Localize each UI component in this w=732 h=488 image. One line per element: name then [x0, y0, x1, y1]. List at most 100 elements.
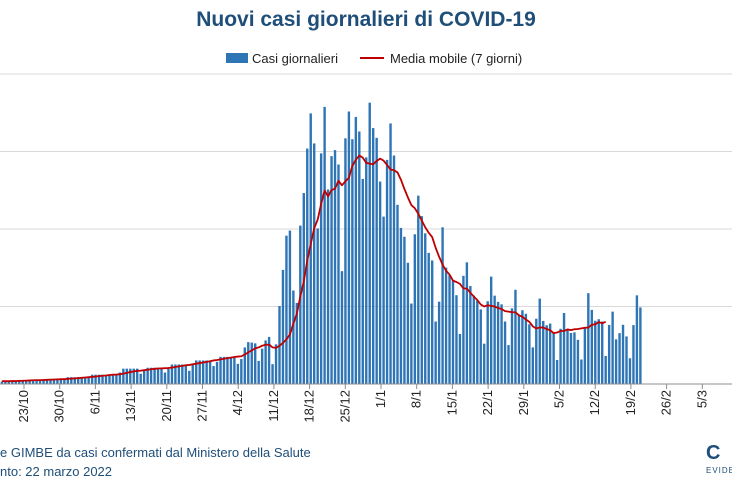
- bar: [274, 344, 278, 384]
- bar: [569, 333, 573, 384]
- x-tick-label: 12/2: [587, 390, 602, 415]
- bar: [535, 318, 538, 384]
- bar: [35, 380, 38, 385]
- bar: [424, 233, 427, 384]
- bar: [479, 309, 482, 384]
- bar: [496, 301, 500, 384]
- bar: [101, 374, 104, 384]
- bar: [250, 342, 253, 384]
- bar: [489, 276, 493, 384]
- legend-swatch-line: [359, 57, 384, 59]
- bar: [288, 230, 292, 384]
- bar: [361, 178, 364, 384]
- x-tick-label: 23/10: [16, 390, 31, 423]
- bar: [618, 333, 621, 384]
- bar: [156, 367, 160, 384]
- x-tick-label: 26/2: [659, 390, 674, 415]
- bar: [309, 113, 312, 385]
- bar: [493, 295, 496, 384]
- x-tick-label: 11/12: [266, 390, 281, 422]
- bar: [632, 325, 635, 384]
- bar: [594, 320, 597, 384]
- bar: [434, 321, 437, 384]
- bar: [597, 319, 600, 384]
- bar: [576, 339, 580, 384]
- bar: [24, 380, 28, 385]
- bar: [465, 262, 469, 384]
- bar: [548, 323, 552, 384]
- bar: [142, 370, 146, 384]
- bar: [243, 347, 246, 384]
- bar: [219, 356, 222, 385]
- bar: [66, 377, 70, 384]
- bar: [97, 374, 101, 384]
- bar: [392, 155, 396, 384]
- brand-logo: C EVIDEN: [702, 440, 732, 480]
- legend-label-line: Media mobile (7 giorni): [389, 50, 523, 66]
- bar: [375, 137, 378, 384]
- bar: [198, 360, 201, 384]
- bar: [611, 311, 614, 384]
- bar: [215, 361, 219, 384]
- bar: [552, 333, 555, 384]
- bar: [56, 379, 59, 384]
- bar: [271, 364, 274, 384]
- bar: [21, 380, 24, 384]
- bar: [323, 106, 326, 385]
- bar: [340, 271, 344, 384]
- chart-title: Nuovi casi giornalieri di COVID-19: [196, 8, 536, 31]
- x-tick-label: 15/1: [444, 390, 459, 415]
- bar: [132, 368, 135, 384]
- bar: [462, 275, 465, 384]
- bar: [115, 374, 118, 384]
- x-tick-label: 22/1: [480, 390, 495, 415]
- bar: [417, 195, 420, 384]
- bar: [458, 333, 462, 384]
- brand-mark: C: [706, 442, 721, 464]
- bar: [545, 325, 548, 384]
- bar: [83, 377, 87, 384]
- bar: [437, 301, 441, 384]
- bar: [333, 150, 337, 384]
- bar: [77, 377, 80, 384]
- bar: [486, 301, 489, 384]
- bar: [184, 364, 188, 384]
- bar: [399, 227, 403, 384]
- legend-item-line: Media mobile (7 giorni): [359, 50, 523, 66]
- x-tick-label: 20/11: [159, 390, 174, 422]
- bar: [295, 302, 299, 384]
- brand-text: EVIDEN: [706, 466, 732, 475]
- bar: [170, 364, 174, 384]
- bar: [441, 227, 444, 384]
- bar: [469, 286, 472, 384]
- bar: [396, 204, 399, 384]
- x-tick-label: 1/1: [373, 390, 388, 408]
- bar: [146, 367, 149, 384]
- bar: [555, 359, 559, 384]
- chart-legend: Casi giornalieri Media mobile (7 giorni): [226, 49, 544, 67]
- bar: [590, 309, 593, 384]
- bar: [365, 157, 368, 384]
- bar: [625, 336, 628, 384]
- bar-layer: [0, 102, 642, 385]
- x-tick-label: 19/2: [623, 390, 638, 415]
- bar: [330, 156, 333, 384]
- bar: [455, 295, 458, 384]
- x-tick-label: 18/12: [302, 390, 317, 423]
- bar: [233, 356, 236, 385]
- bar: [354, 116, 358, 384]
- bar: [448, 275, 451, 384]
- bar: [177, 364, 181, 384]
- bar: [382, 216, 385, 384]
- bar: [205, 360, 208, 384]
- bar: [153, 367, 156, 384]
- bar: [472, 295, 476, 384]
- bar: [45, 379, 49, 384]
- bar: [358, 131, 361, 384]
- bar: [260, 348, 264, 384]
- bar: [163, 372, 167, 384]
- bar: [583, 327, 587, 384]
- bar: [639, 307, 642, 384]
- bar: [125, 368, 129, 384]
- bar: [313, 143, 316, 384]
